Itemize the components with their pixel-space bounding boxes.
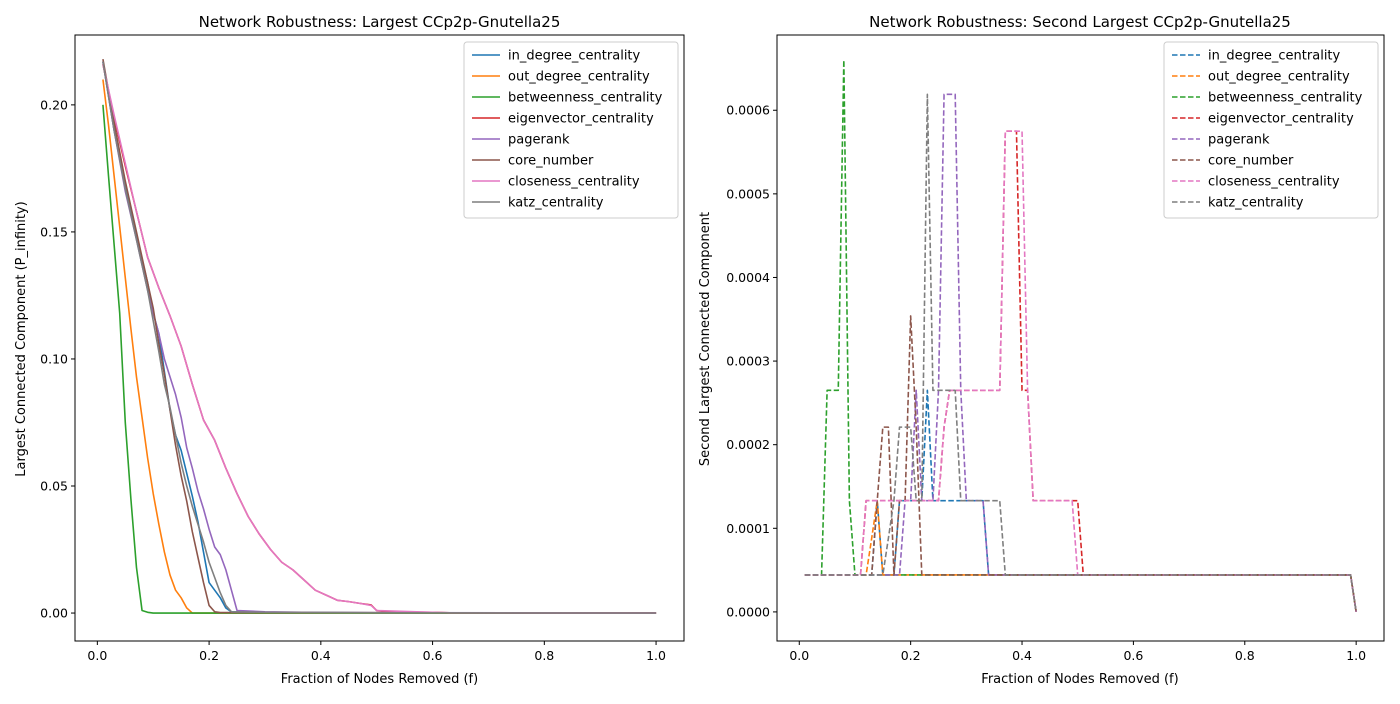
plot-area: 0.0 0.2 0.4 0.6 0.8 1.0 0.00 0.05 0.10 0.15 0.20	[40, 34, 685, 663]
legend-label: core_number	[508, 154, 594, 169]
legend-box	[463, 41, 679, 219]
series-line	[804, 93, 1357, 613]
y-tick-label: 0.00	[40, 606, 68, 621]
legend-label: out_degree_centrality	[1208, 70, 1350, 85]
legend-label: betweenness_centrality	[508, 91, 663, 106]
x-tick-label: 0.0	[87, 648, 107, 663]
legend-label: katz_centrality	[508, 196, 604, 211]
y-tick-label: 0.15	[40, 224, 68, 239]
y-tick-label: 0.10	[40, 351, 68, 366]
x-axis-label: Fraction of Nodes Removed (f)	[281, 672, 478, 687]
series-line	[804, 130, 1357, 613]
series-line	[102, 59, 657, 614]
y-axis-label: Largest Connected Component (P_infinity)	[14, 201, 29, 476]
legend-label: in_degree_centrality	[1208, 49, 1341, 64]
plot-frame	[74, 34, 685, 642]
chart-second-largest-cc: Network Robustness: Second Largest CCp2p…	[698, 13, 1385, 687]
legend: in_degree_centrality out_degree_centralit…	[463, 41, 679, 219]
x-tick-label: 0.2	[901, 648, 921, 663]
legend: in_degree_centrality out_degree_centralit…	[1163, 41, 1379, 219]
y-tick-label: 0.0002	[726, 437, 770, 452]
legend-label: closeness_centrality	[1208, 175, 1340, 190]
y-tick-label: 0.0005	[726, 186, 770, 201]
x-tick-label: 1.0	[1346, 648, 1366, 663]
x-tick-label: 0.4	[1012, 648, 1032, 663]
plot-area: 0.0 0.2 0.4 0.6 0.8 1.0 0.0000 0.0001 0.0002 0.00…	[726, 34, 1385, 663]
x-axis-label: Fraction of Nodes Removed (f)	[981, 672, 1178, 687]
series-line	[102, 79, 657, 614]
x-tick-label: 0.2	[199, 648, 219, 663]
y-tick-label: 0.0004	[726, 270, 770, 285]
y-tick-label: 0.0006	[726, 103, 770, 118]
legend-label: eigenvector_centrality	[508, 112, 654, 127]
series-line	[102, 61, 657, 614]
series-line	[102, 64, 657, 614]
legend-label: betweenness_centrality	[1208, 91, 1363, 106]
x-tick-label: 1.0	[646, 648, 666, 663]
y-tick-label: 0.20	[40, 97, 68, 112]
y-tick-label: 0.0003	[726, 354, 770, 369]
x-tick-label: 0.8	[534, 648, 554, 663]
y-tick-label: 0.05	[40, 479, 68, 494]
legend-label: core_number	[1208, 154, 1294, 169]
legend-label: eigenvector_centrality	[1208, 112, 1354, 127]
x-tick-label: 0.6	[423, 648, 443, 663]
x-tick-label: 0.4	[311, 648, 331, 663]
x-tick-label: 0.8	[1235, 648, 1255, 663]
series-line	[102, 104, 657, 614]
legend-label: closeness_centrality	[508, 175, 640, 190]
chart-title: Network Robustness: Second Largest CCp2p…	[869, 13, 1291, 31]
legend-label: in_degree_centrality	[508, 49, 641, 64]
x-tick-label: 0.0	[789, 648, 809, 663]
legend-label: katz_centrality	[1208, 196, 1304, 211]
chart-title: Network Robustness: Largest CCp2p-Gnutel…	[199, 13, 561, 31]
plot-frame	[776, 34, 1385, 642]
legend-label: out_degree_centrality	[508, 70, 650, 85]
y-axis-label: Second Largest Connected Component	[698, 212, 713, 466]
chart-largest-cc: Network Robustness: Largest CCp2p-Gnutel…	[14, 13, 685, 687]
legend-label: pagerank	[508, 133, 570, 148]
y-tick-label: 0.0001	[726, 521, 770, 536]
legend-box	[1163, 41, 1379, 219]
y-tick-label: 0.0000	[726, 604, 770, 619]
x-tick-label: 0.6	[1123, 648, 1143, 663]
legend-label: pagerank	[1208, 133, 1270, 148]
